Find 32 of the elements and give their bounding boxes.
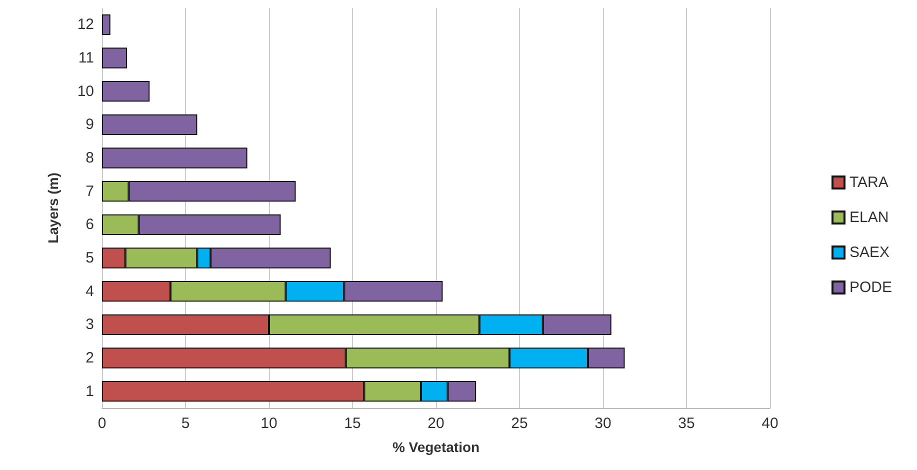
bar xyxy=(102,14,110,35)
x-axis-title: % Vegetation xyxy=(392,439,480,455)
bar xyxy=(102,114,198,135)
y-tick-label: 4 xyxy=(86,282,94,300)
x-tick-label: 30 xyxy=(594,415,612,432)
bar xyxy=(102,148,248,168)
x-tick-label: 25 xyxy=(511,415,528,432)
y-tick-label: 11 xyxy=(78,50,94,66)
y-tick-label: 9 xyxy=(86,116,94,134)
legend-label: SAEX xyxy=(849,244,890,261)
y-tick-label: 6 xyxy=(86,216,94,234)
legend-label: TARA xyxy=(849,174,888,191)
y-tick-label: 8 xyxy=(86,150,94,166)
y-tick-label: 10 xyxy=(77,82,94,100)
legend-label: ELAN xyxy=(849,209,889,226)
x-tick-label: 40 xyxy=(762,415,778,432)
y-tick-label: 2 xyxy=(86,350,94,366)
x-tick-label: 0 xyxy=(98,415,106,432)
bar xyxy=(102,48,128,68)
legend-label: PODE xyxy=(849,279,892,296)
y-tick-label: 3 xyxy=(86,316,94,334)
x-tick-label: 20 xyxy=(428,415,444,432)
x-tick-label: 10 xyxy=(260,415,278,432)
y-tick-label: 12 xyxy=(77,16,94,34)
y-tick-label: 1 xyxy=(86,382,94,400)
bar xyxy=(102,81,150,102)
x-tick-label: 35 xyxy=(678,415,695,432)
x-tick-label: 15 xyxy=(344,415,361,432)
y-axis-title: Layers (m) xyxy=(45,172,61,244)
y-tick-label: 5 xyxy=(86,250,94,266)
x-tick-label: 5 xyxy=(181,415,190,432)
y-tick-label: 7 xyxy=(86,182,94,200)
